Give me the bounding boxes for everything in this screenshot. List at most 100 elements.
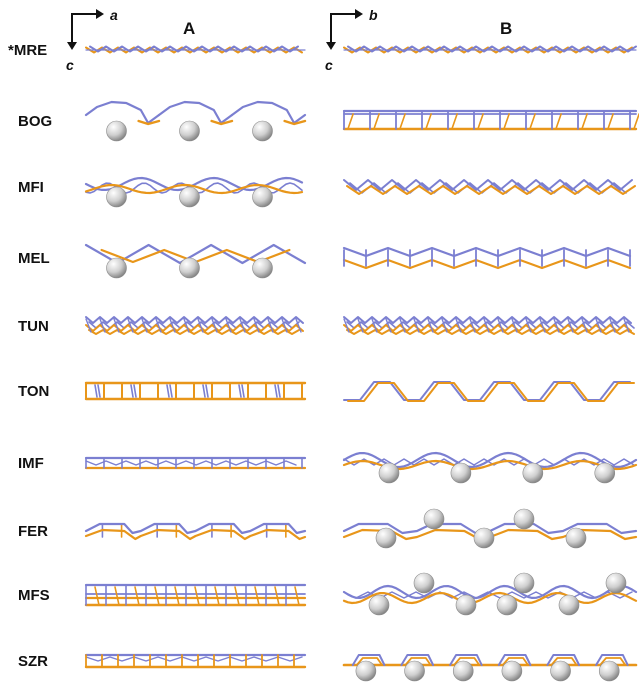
framework-bond [113,318,120,333]
framework-bond [357,318,364,333]
cation-sphere [558,594,580,616]
framework-bond [427,318,434,333]
framework-bond [511,318,518,333]
framework-layer-a [85,316,304,335]
framework-strand [449,654,483,666]
row-bog: BOG [18,100,639,142]
framework-bond [469,318,476,333]
row-label: FER [18,523,48,540]
framework-bond [205,384,209,398]
cation-sphere [423,508,445,530]
framework-strand [497,654,532,666]
framework-bond [267,318,274,333]
framework-bond [581,318,588,333]
cation-sphere [598,660,620,682]
framework-strand [84,522,307,535]
framework-bond [214,586,220,606]
framework-strand [501,657,529,666]
row-label: MFI [18,179,44,196]
cation-sphere [413,572,435,594]
framework-bond [529,113,536,130]
row-label: *MRE [8,42,47,59]
framework-strand [599,657,627,666]
cation-sphere [179,120,200,142]
framework-layer-b [343,316,635,335]
framework-strand [546,654,581,666]
row-mfs: MFS [18,572,638,616]
framework-layer-a [84,243,307,279]
framework-strand [137,119,161,126]
framework-strand [84,528,307,541]
cation-sphere [378,462,400,484]
cation-sphere [501,660,523,682]
framework-bond [385,318,392,333]
cation-sphere [375,527,397,549]
framework-bond [127,318,134,333]
cation-sphere [550,660,571,682]
framework-bond [477,113,484,130]
framework-bond [99,318,106,333]
framework-bond [555,113,562,130]
row-tun: TUN [18,316,635,335]
framework-bond [202,384,206,398]
cation-sphere [252,186,273,208]
cation-sphere [106,257,127,279]
framework-bond [253,318,260,333]
framework-strand [210,119,234,126]
framework-bond [451,113,458,130]
framework-bond [225,318,232,333]
row-mfi: MFI [18,176,636,208]
row-label: IMF [18,455,44,472]
row-fer: FER [18,508,638,549]
row-label: BOG [18,113,52,130]
cation-sphere [450,462,472,484]
axes-a: a c [66,7,118,73]
framework-layer-a [84,381,307,401]
framework-bond [371,318,378,333]
cation-sphere [106,186,127,208]
framework-bond [441,318,448,333]
framework-bond [539,318,546,333]
framework-bond [94,384,98,398]
framework-bond [623,318,630,333]
framework-layer-b [342,109,639,131]
cation-sphere [565,527,587,549]
framework-bond [294,586,300,606]
cation-sphere [473,527,495,549]
column-a-title: A [183,19,195,38]
row-imf: IMF [18,451,638,484]
framework-strand [342,246,632,258]
framework-strand [85,324,304,332]
axis-b-horizontal-label: b [369,7,378,23]
framework-bond [347,113,354,130]
framework-strand [595,654,629,666]
framework-bond [174,586,180,606]
framework-strand [347,45,637,53]
cation-sphere [179,257,200,279]
framework-bond [241,384,245,398]
framework-bond [239,318,246,333]
framework-layer-b [342,654,638,682]
framework-bond [254,586,260,606]
framework-bond [373,113,380,130]
framework-strand [342,258,632,270]
framework-bond [133,384,137,398]
framework-layer-a [84,100,307,142]
framework-layer-b [343,179,636,195]
framework-strand [85,656,303,662]
framework-strand [343,591,633,599]
axis-b-vertical-label: c [325,57,333,73]
framework-bond [169,384,173,398]
framework-bond [553,318,560,333]
framework-bond [503,113,510,130]
framework-layer-b [342,508,638,549]
framework-strand [347,382,635,402]
framework-strand [85,316,304,324]
cation-sphere [594,462,616,484]
framework-layer-b [342,246,632,270]
framework-bond [399,318,406,333]
row-star-mre: *MRE [8,42,637,59]
framework-bond [609,318,616,333]
framework-strand [453,657,481,666]
